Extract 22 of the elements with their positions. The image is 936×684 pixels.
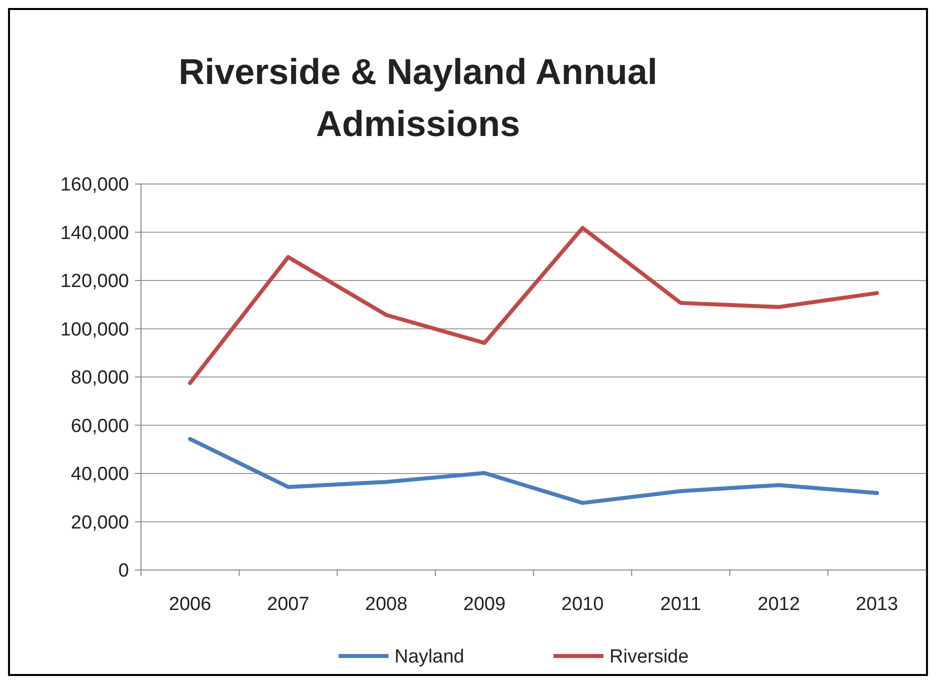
x-tick-label: 2006: [168, 594, 212, 615]
y-tick-label: 0: [118, 560, 129, 582]
y-tick-label: 160,000: [60, 174, 129, 196]
x-tick-label: 2007: [267, 594, 310, 615]
y-tick-label: 140,000: [60, 222, 129, 244]
y-tick-label: 60,000: [70, 416, 129, 437]
x-tick-label: 2011: [660, 594, 702, 615]
y-tick-label: 40,000: [70, 464, 129, 486]
x-tick-label: 2013: [856, 594, 898, 615]
x-tick-label: 2012: [758, 594, 800, 615]
y-tick-label: 20,000: [70, 512, 129, 534]
line-series: [188, 226, 879, 386]
x-tick-label: 2009: [463, 594, 506, 615]
y-tick-label: 120,000: [60, 271, 129, 292]
chart-title: Riverside & Nayland Annual Admissions: [178, 51, 658, 144]
legend-label: Nayland: [394, 646, 464, 668]
x-tick-label: 2010: [561, 594, 604, 615]
x-tick-label: 2008: [365, 594, 408, 615]
y-tick-label: 80,000: [70, 368, 129, 389]
y-tick-label: 100,000: [60, 319, 129, 340]
legend-label: Riverside: [610, 646, 689, 668]
line-series: [188, 437, 879, 505]
